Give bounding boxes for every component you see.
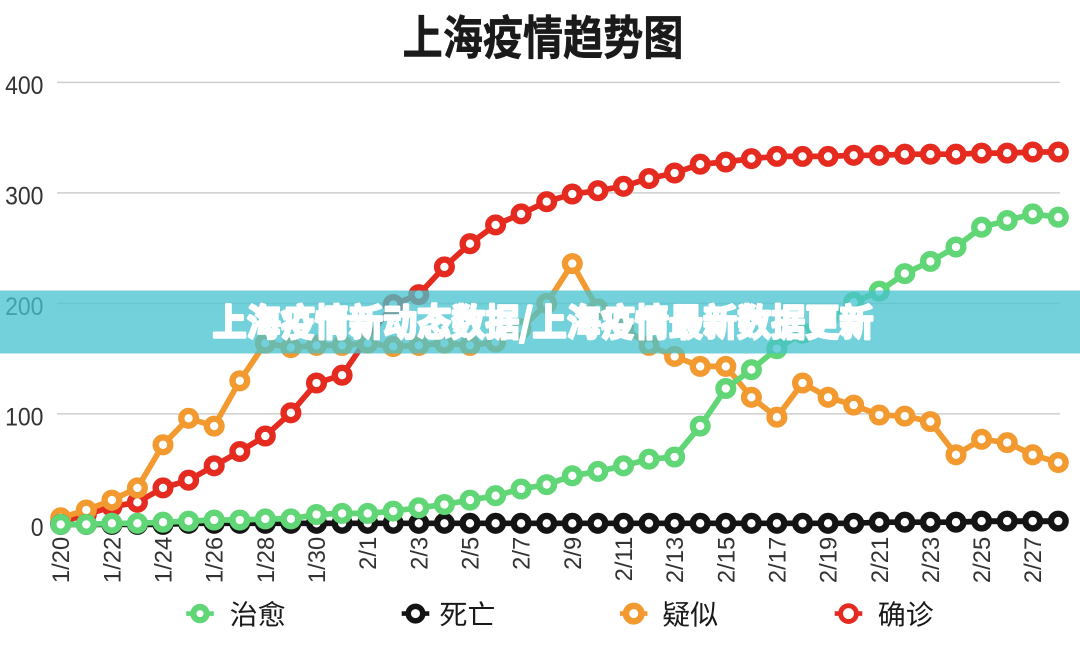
- svg-text:2/11: 2/11: [611, 537, 638, 582]
- svg-text:100: 100: [5, 403, 43, 431]
- svg-text:2/7: 2/7: [509, 537, 536, 570]
- svg-text:2/15: 2/15: [713, 537, 740, 583]
- svg-text:300: 300: [5, 182, 43, 210]
- svg-text:2/23: 2/23: [918, 537, 945, 583]
- svg-text:1/26: 1/26: [202, 537, 229, 583]
- svg-text:1/20: 1/20: [48, 537, 75, 583]
- svg-text:2/27: 2/27: [1020, 537, 1047, 583]
- svg-text:1/28: 1/28: [253, 537, 280, 583]
- svg-text:2/1: 2/1: [355, 537, 382, 570]
- svg-text:1/22: 1/22: [99, 537, 126, 583]
- svg-text:2/3: 2/3: [406, 537, 433, 570]
- svg-text:1/24: 1/24: [151, 537, 178, 583]
- svg-text:2/17: 2/17: [764, 537, 791, 583]
- svg-text:2/25: 2/25: [969, 537, 996, 583]
- svg-text:2/9: 2/9: [560, 537, 587, 570]
- svg-text:2/21: 2/21: [867, 537, 894, 583]
- svg-text:1/30: 1/30: [304, 537, 331, 583]
- svg-text:2/19: 2/19: [816, 537, 843, 583]
- svg-text:0: 0: [31, 514, 44, 542]
- svg-text:2/5: 2/5: [458, 537, 485, 570]
- svg-text:400: 400: [5, 72, 43, 100]
- svg-text:2/13: 2/13: [662, 537, 689, 583]
